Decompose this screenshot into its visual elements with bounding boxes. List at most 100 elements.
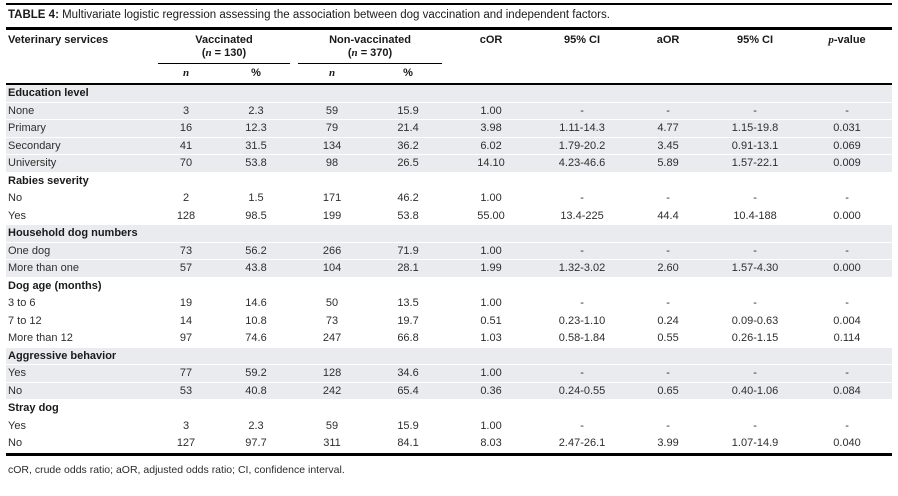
cell-nonvaccinated-pct: 26.5 <box>370 154 447 173</box>
cell-nonvaccinated-n: 247 <box>294 329 371 348</box>
nonvaccinated-n-count: (n = 370) <box>347 47 393 59</box>
cell-vaccinated-n: 16 <box>154 119 218 138</box>
cell-vaccinated-pct: 53.8 <box>218 154 295 173</box>
cell-p-value: 0.000 <box>802 207 893 225</box>
cell-p-value: - <box>802 189 893 208</box>
table-row: Secondary 41 31.5 134 36.2 6.02 1.79-20.2 3.45 0… <box>6 137 893 155</box>
table-row: Yes 77 59.2 128 34.6 1.00- - - - <box>6 364 893 383</box>
table-header: Veterinary services Vaccinated (n = 130)… <box>6 30 893 85</box>
cell-aor-95ci: 1.07-14.9 <box>708 434 803 453</box>
row-label: Yes <box>6 207 154 225</box>
section-title: Stray dog <box>6 399 893 418</box>
cell-aor-95ci: 1.15-19.8 <box>708 119 803 138</box>
row-label: Primary <box>6 119 154 138</box>
cell-cor-95ci: - <box>536 189 629 208</box>
cell-nonvaccinated-n: 199 <box>294 207 371 225</box>
cell-aor: - <box>628 364 709 383</box>
cell-cor-95ci: - <box>536 294 629 313</box>
table-caption: Multivariate logistic regression assessi… <box>58 9 610 21</box>
row-label: None <box>6 102 154 120</box>
cell-cor-95ci: 1.11-14.3 <box>536 119 629 138</box>
cell-vaccinated-n: 73 <box>154 242 218 260</box>
table-number-label: TABLE 4: <box>8 9 59 21</box>
cell-vaccinated-pct: 10.8 <box>218 312 295 330</box>
subheader-nonvaccinated-pct: % <box>370 64 447 85</box>
column-header-pvalue: p-value <box>802 30 893 85</box>
section-title: Rabies severity <box>6 172 893 190</box>
cell-nonvaccinated-n: 242 <box>294 382 371 400</box>
bottom-rule <box>6 452 892 456</box>
row-label: No <box>6 382 154 400</box>
cell-nonvaccinated-n: 79 <box>294 119 371 138</box>
cell-vaccinated-pct: 2.3 <box>218 417 295 435</box>
cell-nonvaccinated-n: 50 <box>294 294 371 313</box>
row-label: Yes <box>6 364 154 383</box>
table-body: Education level None 3 2.3 59 15.9 1.00- - - - Pri… <box>6 84 893 453</box>
cell-cor: 1.00 <box>446 294 537 313</box>
cell-nonvaccinated-pct: 53.8 <box>370 207 447 225</box>
cell-vaccinated-n: 128 <box>154 207 218 225</box>
cell-p-value: 0.009 <box>802 154 893 173</box>
cell-nonvaccinated-pct: 65.4 <box>370 382 447 400</box>
cell-vaccinated-n: 70 <box>154 154 218 173</box>
subheader-nonvaccinated-n: n <box>294 64 371 85</box>
cell-aor-95ci: - <box>708 294 803 313</box>
cell-vaccinated-pct: 74.6 <box>218 329 295 348</box>
cell-cor-95ci: 2.47-26.1 <box>536 434 629 453</box>
cell-aor-95ci: 10.4-188 <box>708 207 803 225</box>
cell-nonvaccinated-pct: 13.5 <box>370 294 447 313</box>
table-row: No 127 97.7 311 84.1 8.03 2.47-26.1 3.99 1.07-14… <box>6 434 893 453</box>
vaccinated-group-label: Vaccinated (n = 130) <box>158 34 291 64</box>
cell-vaccinated-pct: 2.3 <box>218 102 295 120</box>
cell-nonvaccinated-n: 311 <box>294 434 371 453</box>
cell-vaccinated-n: 19 <box>154 294 218 313</box>
cell-aor-95ci: 0.26-1.15 <box>708 329 803 348</box>
cell-p-value: - <box>802 364 893 383</box>
column-header-aor-ci: 95% CI <box>708 30 803 85</box>
column-group-vaccinated: Vaccinated (n = 130) <box>154 30 294 64</box>
cell-aor-95ci: 0.09-0.63 <box>708 312 803 330</box>
cell-vaccinated-n: 57 <box>154 259 218 278</box>
table-row: 7 to 12 14 10.8 73 19.7 0.51 0.23-1.10 0.24 0.09… <box>6 312 893 330</box>
cell-vaccinated-n: 41 <box>154 137 218 155</box>
row-label: More than 12 <box>6 329 154 348</box>
cell-cor: 1.99 <box>446 259 537 278</box>
cell-cor-95ci: 1.79-20.2 <box>536 137 629 155</box>
cell-cor-95ci: 0.24-0.55 <box>536 382 629 400</box>
table-row: None 3 2.3 59 15.9 1.00- - - - <box>6 102 893 120</box>
cell-nonvaccinated-pct: 46.2 <box>370 189 447 208</box>
cell-aor: - <box>628 242 709 260</box>
subheader-vaccinated-pct: % <box>218 64 295 85</box>
header-row-groups: Veterinary services Vaccinated (n = 130)… <box>6 30 893 85</box>
cell-nonvaccinated-pct: 28.1 <box>370 259 447 278</box>
cell-aor-95ci: - <box>708 102 803 120</box>
cell-cor: 1.00 <box>446 417 537 435</box>
table-row: One dog 73 56.2 266 71.9 1.00- - - - <box>6 242 893 260</box>
cell-aor: 0.55 <box>628 329 709 348</box>
cell-vaccinated-n: 97 <box>154 329 218 348</box>
cell-aor-95ci: 0.40-1.06 <box>708 382 803 400</box>
paper-table-figure: TABLE 4: Multivariate logistic regressio… <box>6 3 893 476</box>
cell-vaccinated-pct: 1.5 <box>218 189 295 208</box>
cell-p-value: 0.031 <box>802 119 893 138</box>
section-header-row: Household dog numbers <box>6 224 893 243</box>
cell-vaccinated-pct: 31.5 <box>218 137 295 155</box>
row-label: 7 to 12 <box>6 312 154 330</box>
cell-p-value: 0.114 <box>802 329 893 348</box>
table-row: University 70 53.8 98 26.5 14.10 4.23-46.6 5.89… <box>6 154 893 173</box>
cell-aor-95ci: - <box>708 417 803 435</box>
cell-cor: 14.10 <box>446 154 537 173</box>
table-row: 3 to 6 19 14.6 50 13.5 1.00- - - - <box>6 294 893 313</box>
cell-aor: - <box>628 294 709 313</box>
section-header-row: Education level <box>6 84 893 103</box>
regression-table: Veterinary services Vaccinated (n = 130)… <box>6 30 893 453</box>
header-row-subcolumns: n % n % <box>6 64 892 85</box>
row-label: University <box>6 154 154 173</box>
row-label: Yes <box>6 417 154 435</box>
cell-aor-95ci: 0.91-13.1 <box>708 137 803 155</box>
table-row: More than 12 97 74.6 247 66.8 1.03 0.58-1.84 0.… <box>6 329 893 348</box>
cell-cor-95ci: - <box>536 102 629 120</box>
cell-p-value: - <box>802 102 893 120</box>
cell-cor-95ci: 0.58-1.84 <box>536 329 629 348</box>
cell-cor: 1.00 <box>446 364 537 383</box>
